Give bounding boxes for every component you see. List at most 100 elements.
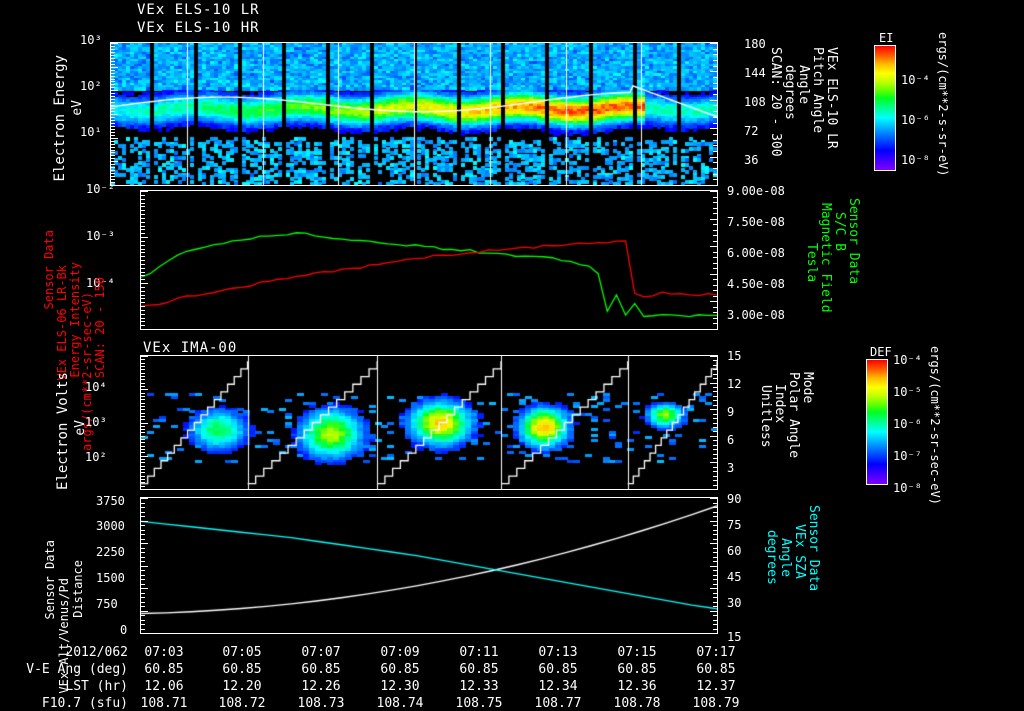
axis-table-cell: 60.85	[380, 662, 420, 677]
axis-tickmark	[710, 566, 717, 567]
panel3-ytick-2: 10²	[85, 450, 107, 464]
panel1-y2tick-1: 144	[744, 66, 766, 80]
axis-tickmark	[713, 179, 717, 180]
axis-tickmark	[141, 268, 145, 269]
axis-table-rowlabel: V-E Ang (deg)	[26, 662, 128, 677]
axis-tickmark	[141, 469, 145, 470]
axis-table-cell: 12.26	[301, 679, 341, 694]
axis-tickmark	[111, 87, 115, 88]
axis-tickmark	[141, 530, 145, 531]
axis-tickmark	[713, 530, 717, 531]
panel1-plot-area[interactable]	[110, 42, 718, 186]
axis-tickmark	[710, 356, 717, 357]
axis-tickmark	[710, 71, 717, 72]
panel2-y2tick-2: 6.00e-08	[727, 246, 785, 260]
axis-tickmark	[141, 386, 145, 387]
panel4-plot-area[interactable]	[140, 497, 718, 634]
axis-tickmark	[713, 471, 717, 472]
axis-tickmark	[141, 359, 145, 360]
axis-tickmark	[713, 88, 717, 89]
panel3-y2tick-1: 12	[727, 377, 742, 391]
axis-tickmark	[713, 54, 717, 55]
axis-tickmark	[713, 391, 717, 392]
panel3-y2label-index: Index	[772, 384, 787, 424]
axis-tickmark	[141, 396, 145, 397]
panel3-plot-area[interactable]	[140, 355, 718, 490]
axis-tickmark	[713, 162, 717, 163]
axis-tickmark	[713, 268, 717, 269]
panel2-y2tick-1: 7.50e-08	[727, 215, 785, 229]
axis-tickmark	[111, 46, 115, 47]
axis-tickmark	[141, 472, 145, 473]
axis-tickmark	[713, 548, 717, 549]
axis-tickmark	[111, 73, 115, 74]
colorbar1[interactable]	[874, 45, 896, 171]
axis-tickmark	[141, 543, 148, 544]
axis-tickmark	[141, 507, 145, 508]
axis-tickmark	[141, 373, 145, 374]
axis-tickmark	[141, 214, 145, 215]
axis-tickmark	[713, 396, 717, 397]
axis-tickmark	[713, 445, 717, 446]
panel1-y2label-pitch: Pitch Angle	[810, 47, 825, 134]
axis-tickmark	[713, 593, 717, 594]
axis-tickmark	[111, 176, 115, 177]
axis-tickmark	[141, 222, 145, 223]
axis-tickmark	[713, 145, 717, 146]
axis-table-cell: 60.85	[222, 662, 262, 677]
panel2-y2label-sensor: Sensor Data	[846, 198, 861, 285]
axis-tickmark	[141, 446, 145, 447]
panel4-ytick-0: 3750	[96, 494, 125, 508]
axis-tickmark	[111, 96, 115, 97]
axis-tickmark	[111, 99, 115, 100]
axis-tickmark	[141, 249, 145, 250]
axis-tickmark	[713, 83, 717, 84]
axis-tickmark	[111, 111, 115, 112]
axis-tickmark	[713, 134, 717, 135]
axis-tickmark	[713, 123, 717, 124]
axis-tickmark	[710, 498, 717, 499]
axis-tickmark	[713, 552, 717, 553]
axis-tickmark	[111, 179, 115, 180]
axis-tickmark	[111, 108, 115, 109]
axis-tickmark	[141, 516, 145, 517]
axis-tickmark	[141, 210, 145, 211]
colorbar2-tick-0: 10⁻⁴	[893, 353, 922, 367]
axis-tickmark	[141, 548, 145, 549]
colorbar1-gradient	[875, 46, 895, 170]
axis-tickmark	[141, 503, 145, 504]
axis-tickmark	[141, 620, 145, 621]
axis-tickmark	[713, 620, 717, 621]
axis-tickmark	[111, 93, 115, 94]
axis-tickmark	[713, 263, 717, 264]
axis-tickmark	[141, 245, 145, 246]
panel3-y2tick-0: 15	[727, 349, 742, 363]
axis-tickmark	[710, 521, 717, 522]
axis-tickmark	[710, 219, 717, 220]
axis-tickmark	[141, 406, 145, 407]
panel2-plot-area[interactable]	[140, 190, 718, 330]
axis-table-cell: 07:07	[301, 645, 341, 660]
axis-tickmark	[141, 383, 145, 384]
panel1-y2label-angle: Angle	[796, 65, 811, 105]
axis-tickmark	[713, 597, 717, 598]
panel1-y2label-degrees: degrees	[782, 65, 797, 120]
panel1-y2tick-3: 72	[744, 124, 759, 138]
axis-tickmark	[141, 199, 145, 200]
axis-tickmark	[713, 440, 717, 441]
axis-tickmark	[111, 49, 115, 50]
axis-tickmark	[713, 579, 717, 580]
axis-tickmark	[713, 602, 717, 603]
axis-tickmark	[713, 561, 717, 562]
axis-tickmark	[141, 403, 145, 404]
axis-tickmark	[111, 182, 115, 183]
colorbar2[interactable]	[866, 359, 888, 485]
axis-tickmark	[141, 482, 145, 483]
panel4-y2tick-3: 45	[727, 570, 742, 584]
axis-table-cell: 60.85	[301, 662, 341, 677]
axis-tickmark	[141, 366, 145, 367]
axis-tickmark	[111, 64, 115, 65]
axis-tickmark	[111, 144, 115, 145]
axis-annotation-table: 2012/062 07:03 07:05 07:07 07:09 07:11 07:13 07…	[0, 645, 1024, 711]
panel1-y2tick-4: 36	[744, 153, 759, 167]
